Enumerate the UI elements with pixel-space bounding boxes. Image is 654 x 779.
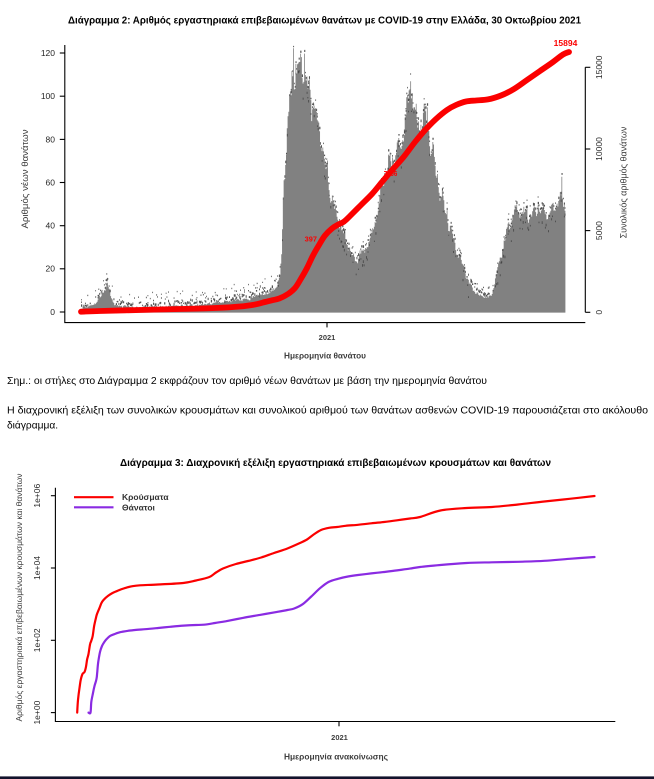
svg-text:0: 0	[594, 310, 604, 315]
svg-text:Διάγραμμα 2: Αριθμός εργαστηρι: Διάγραμμα 2: Αριθμός εργαστηριακά επιβεβ…	[68, 16, 581, 27]
svg-text:1e+02: 1e+02	[32, 628, 42, 652]
svg-text:1e+06: 1e+06	[32, 483, 42, 507]
svg-text:Κρούσματα: Κρούσματα	[122, 492, 169, 502]
svg-text:15894: 15894	[554, 38, 578, 48]
svg-text:120: 120	[41, 48, 55, 58]
svg-text:Θάνατοι: Θάνατοι	[122, 502, 156, 512]
svg-text:Αριθμός νέων θανάτων: Αριθμός νέων θανάτων	[20, 129, 30, 229]
svg-text:0: 0	[50, 307, 55, 317]
svg-text:Αριθμός εργαστηριακά επιβεβαιω: Αριθμός εργαστηριακά επιβεβαιωμένων κρου…	[14, 474, 24, 722]
svg-text:Η διαχρονική εξέλιξη των συνολ: Η διαχρονική εξέλιξη των συνολικών κρουσ…	[7, 405, 648, 417]
svg-text:1e+00: 1e+00	[32, 700, 42, 724]
svg-text:Ημερομηνία ανακοίνωσης: Ημερομηνία ανακοίνωσης	[284, 752, 389, 762]
svg-text:40: 40	[46, 221, 56, 231]
svg-text:100: 100	[41, 91, 55, 101]
svg-text:397: 397	[305, 234, 317, 243]
svg-text:20: 20	[46, 264, 56, 274]
svg-text:διάγραμμα.: διάγραμμα.	[7, 420, 58, 432]
svg-text:60: 60	[46, 177, 56, 187]
svg-text:15000: 15000	[594, 55, 604, 79]
svg-text:Διάγραμμα 3: Διαχρονική εξέλιξ: Διάγραμμα 3: Διαχρονική εξέλιξη εργαστηρ…	[120, 458, 551, 469]
svg-text:2021: 2021	[331, 733, 348, 742]
svg-text:Σημ.: οι στήλες στο Διάγραμμα: Σημ.: οι στήλες στο Διάγραμμα 2 εκφράζου…	[7, 375, 487, 387]
svg-text:Ημερομηνία θανάτου: Ημερομηνία θανάτου	[284, 351, 366, 361]
svg-text:2021: 2021	[319, 333, 336, 342]
svg-text:5000: 5000	[594, 221, 604, 240]
svg-text:Συνολικός αριθμός θανάτων: Συνολικός αριθμός θανάτων	[619, 126, 629, 238]
svg-text:10000: 10000	[594, 137, 604, 161]
svg-text:1e+04: 1e+04	[32, 556, 42, 580]
svg-text:80: 80	[46, 134, 56, 144]
